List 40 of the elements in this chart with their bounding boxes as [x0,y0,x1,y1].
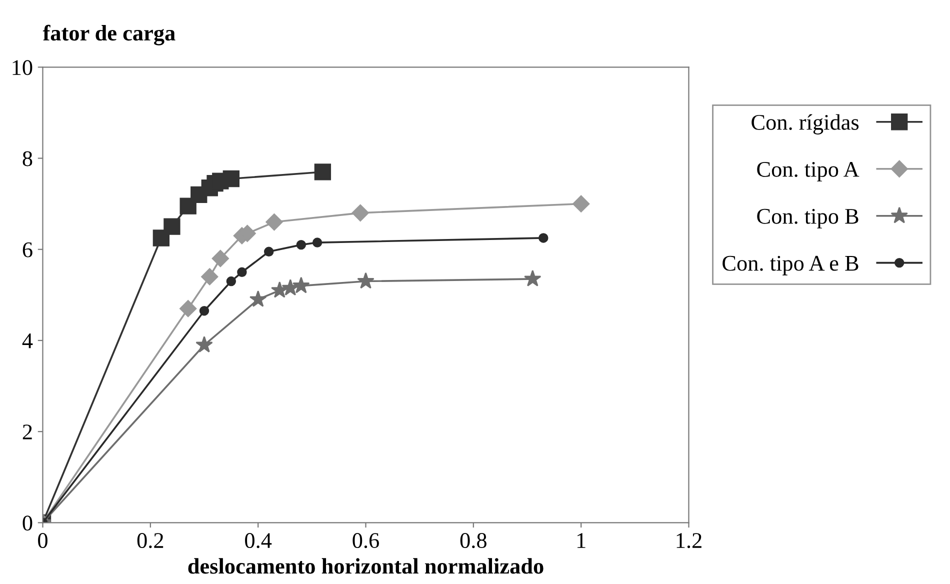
point [164,218,180,235]
y-axis-title: fator de carga [42,24,176,46]
point [314,164,332,180]
point [249,290,267,307]
point [237,267,247,278]
x-tick-label: 1 [577,533,586,548]
y-tick-label: 0 [22,516,32,531]
point [222,170,240,188]
legend-label: Con. rígidas [752,114,859,134]
point [538,233,548,243]
x-axis-title: deslocamento horizontal normalizado [188,558,544,574]
point [266,213,283,231]
point [292,276,310,294]
y-tick-label: 10 [12,60,32,76]
point [296,240,306,250]
point [199,306,210,316]
point [226,276,236,286]
legend-label: Con. tipo A [757,162,860,182]
x-tick-label: 1.2 [676,533,702,548]
point [357,272,374,289]
point [312,238,322,248]
point [196,336,213,352]
point [524,270,542,286]
y-tick-label: 2 [22,424,32,440]
point [572,195,590,212]
y-tick-label: 8 [22,151,32,166]
x-tick-label: 0.6 [352,533,379,548]
point [212,250,229,268]
y-tick-label: 6 [22,242,32,258]
point [264,246,274,257]
point [201,268,218,286]
point [180,300,197,318]
legend-label: Con. tipo B [757,208,858,228]
x-tick-label: 0.4 [245,533,272,548]
point [352,204,369,222]
x-tick-label: 0.8 [460,533,486,548]
legend-label: Con. tipo A e B [722,256,858,276]
x-tick-label: 0.2 [137,533,164,548]
y-tick-label: 4 [22,334,33,348]
x-tick-label: 0 [38,533,48,548]
